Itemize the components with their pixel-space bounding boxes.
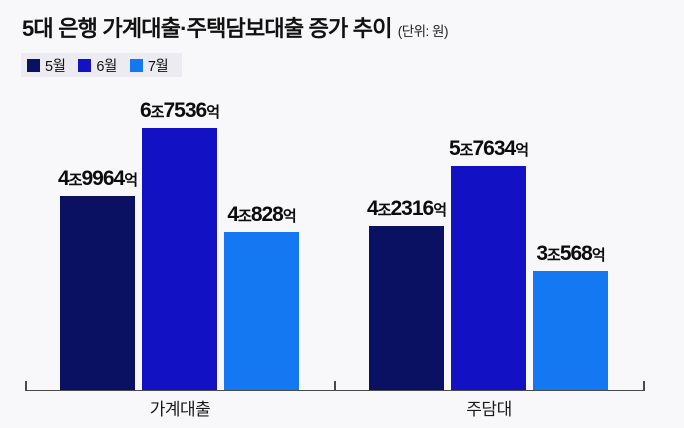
legend-label-july: 7월: [147, 58, 169, 75]
category-label-mortgage-loans: 주담대: [466, 400, 512, 419]
bar-value-label-7월-가계대출: 4조828억: [227, 203, 297, 226]
x-axis-line: [25, 389, 645, 391]
value-number: 2316: [390, 197, 434, 220]
value-unit-char: 조: [238, 208, 252, 225]
bar-value-label-5월-가계대출: 4조9964억: [57, 167, 138, 190]
x-axis-tick-middle: [334, 381, 336, 390]
value-unit-char: 조: [68, 172, 83, 189]
value-number: 3: [536, 242, 548, 265]
value-number: 7536: [163, 99, 207, 122]
legend-item-july: 7월: [129, 55, 169, 76]
value-unit-char: 조: [459, 142, 474, 159]
legend-swatch-may: [27, 58, 40, 72]
bar-value-label-5월-주담대: 4조2316억: [366, 197, 447, 220]
chart-title: 5대 은행 가계대출·주택담보대출 증가 추이: [22, 16, 393, 41]
value-unit-char: 억: [206, 104, 220, 121]
legend-item-june: 6월: [78, 55, 117, 76]
value-number: 9964: [81, 167, 125, 190]
value-number: 7634: [472, 137, 516, 160]
value-unit-char: 억: [282, 208, 297, 225]
value-unit-char: 조: [150, 104, 165, 121]
value-unit-char: 억: [433, 202, 447, 219]
bar-5월-가계대출: [60, 196, 135, 390]
value-number: 5: [448, 137, 461, 160]
value-unit-char: 조: [377, 202, 392, 219]
value-number: 4: [57, 167, 70, 190]
bar-7월-주담대: [533, 271, 608, 390]
x-axis-tick-left: [25, 381, 27, 390]
bar-7월-가계대출: [224, 232, 299, 390]
value-unit-char: 억: [591, 247, 606, 264]
legend-item-may: 5월: [27, 55, 66, 76]
value-number: 4: [227, 203, 239, 226]
bar-6월-가계대출: [142, 128, 217, 390]
bar-value-label-6월-가계대출: 6조7536억: [139, 99, 220, 122]
chart-header: 5대 은행 가계대출·주택담보대출 증가 추이 (단위: 원): [22, 11, 448, 43]
legend-label-june: 6월: [96, 58, 117, 75]
value-unit-char: 조: [547, 247, 561, 264]
value-number: 568: [559, 242, 593, 265]
bar-6월-주담대: [451, 166, 526, 390]
bar-5월-주담대: [369, 226, 444, 390]
legend-swatch-july: [129, 58, 143, 72]
value-unit-char: 억: [124, 172, 138, 189]
bar-value-label-7월-주담대: 3조568억: [536, 242, 606, 265]
category-label-household-loans: 가계대출: [149, 400, 211, 419]
legend-swatch-june: [78, 58, 92, 72]
value-unit-char: 억: [515, 142, 529, 159]
value-number: 4: [366, 197, 379, 220]
bar-value-label-6월-주담대: 5조7634억: [448, 137, 529, 160]
value-number: 6: [139, 99, 152, 122]
x-axis-tick-right: [643, 381, 645, 390]
unit-label: (단위: 원): [397, 24, 449, 39]
legend-label-may: 5월: [45, 58, 66, 75]
legend: 5월 6월 7월: [21, 53, 183, 77]
value-number: 828: [250, 203, 284, 226]
